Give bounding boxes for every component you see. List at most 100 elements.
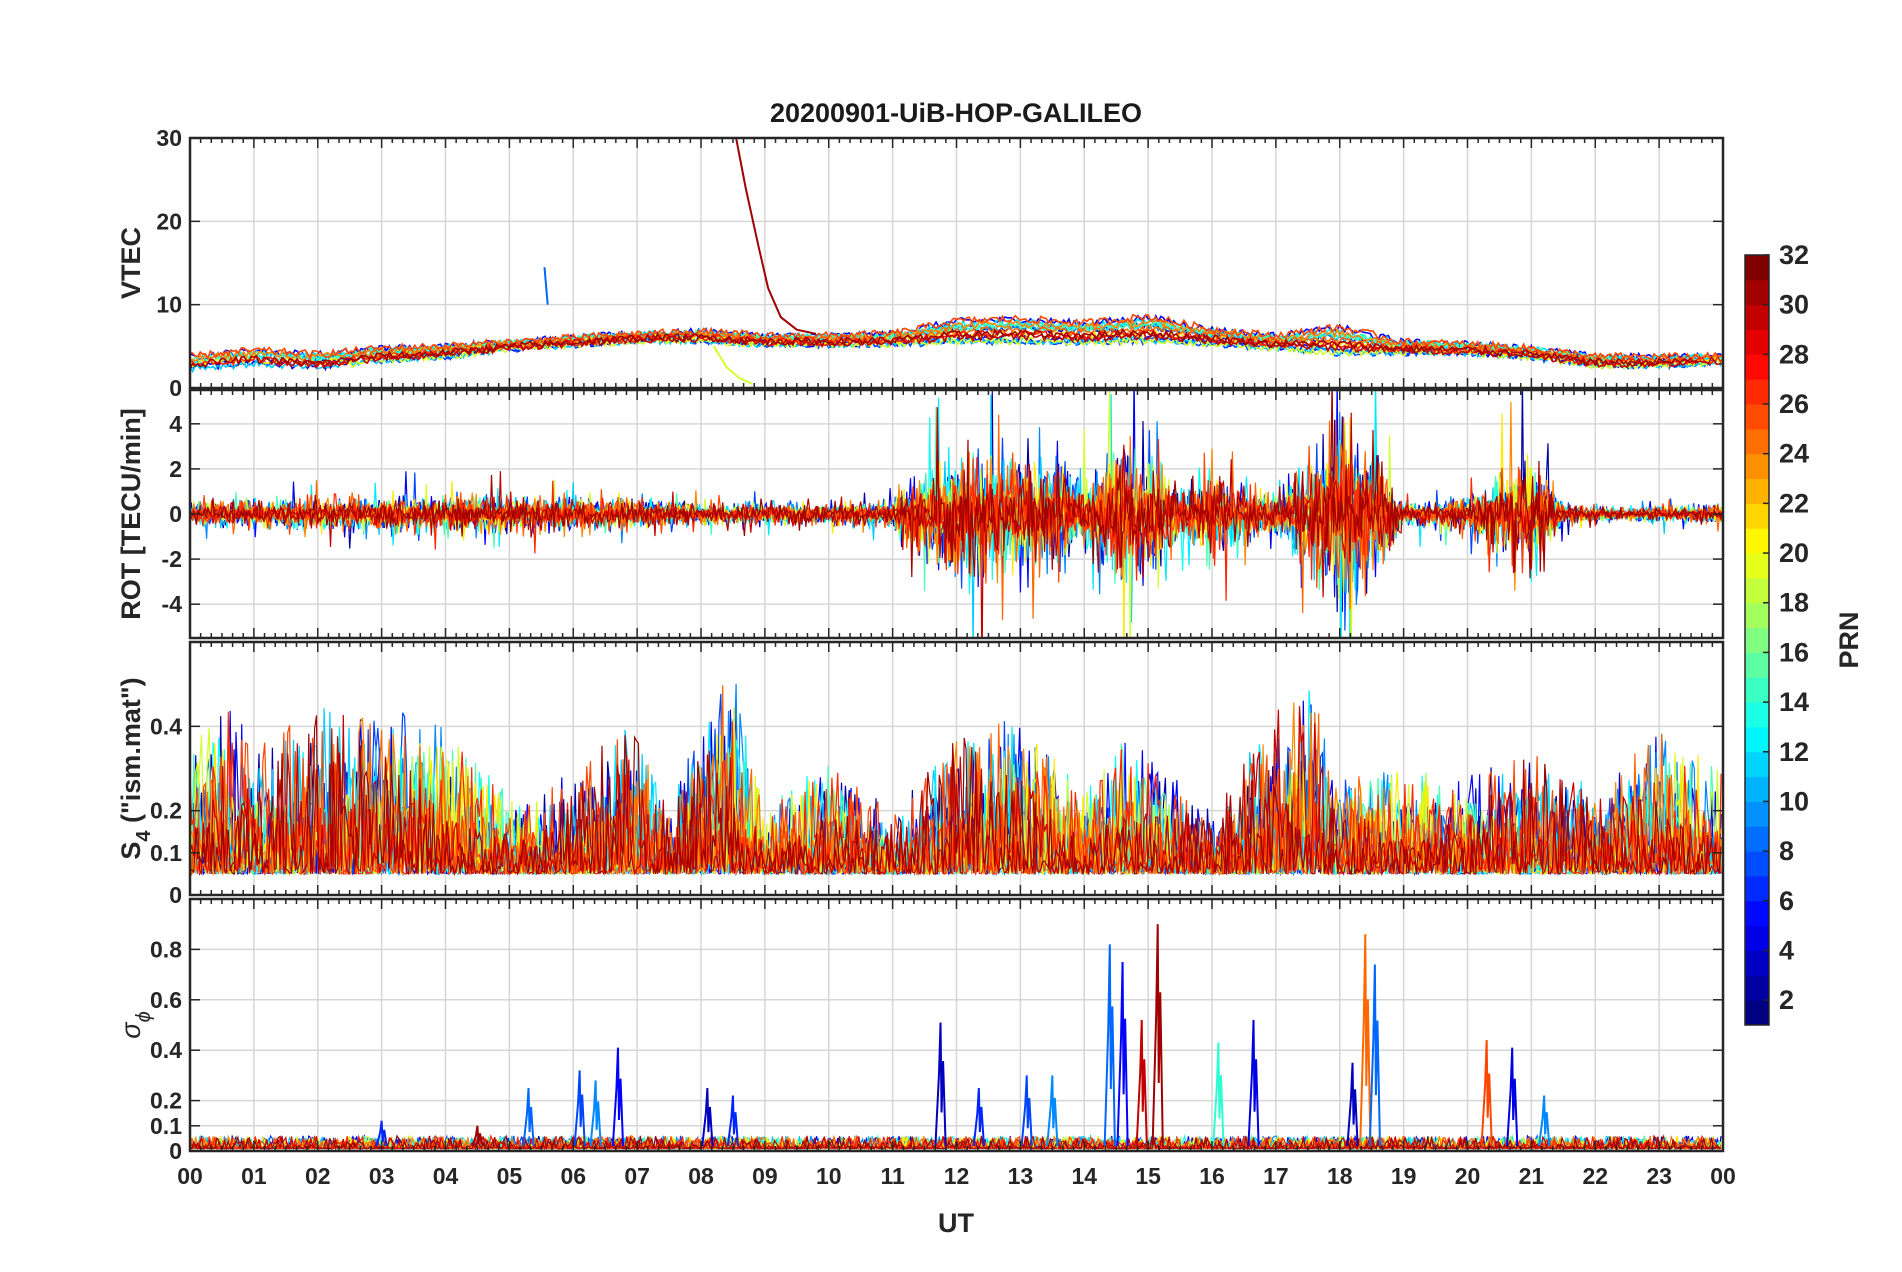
spike-prn-3 (1346, 1062, 1359, 1147)
colorbar-tick-label: 14 (1779, 687, 1809, 717)
x-tick-label: 22 (1582, 1163, 1608, 1189)
spike-prn-5 (1116, 961, 1129, 1146)
colorbar-segment (1745, 677, 1769, 703)
y-axis-label-sigma_phi: σϕ (116, 1011, 155, 1038)
series-line-prn-31 (190, 328, 1698, 369)
colorbar-segment (1745, 851, 1769, 877)
colorbar-segment (1745, 875, 1769, 902)
panel-data-vtec (190, 138, 1723, 385)
colorbar-segment (1745, 826, 1769, 852)
spike-prn-6 (375, 1120, 388, 1147)
series-line-prn-25 (190, 414, 1723, 621)
highlight-line-prn-31 (735, 138, 817, 335)
y-tick-label: 0.1 (150, 840, 182, 866)
colorbar-tick-label: 6 (1779, 886, 1794, 916)
colorbar-segment (1745, 404, 1769, 430)
y-tick-label: 2 (169, 456, 182, 482)
x-tick-label: 09 (752, 1163, 778, 1189)
x-tick-label: 12 (944, 1163, 970, 1189)
panel-rot: -4 -2 0 2 4 ROT [TECU/min] (116, 388, 1725, 640)
spike-prn-8 (1368, 964, 1381, 1146)
colorbar-segment (1745, 428, 1769, 455)
panel-sigma_phi: 00.10.2 0.4 0.6 0.8 σϕ (116, 897, 1725, 1164)
y-tick-label: -2 (162, 546, 182, 572)
spike-prn-30 (1135, 1019, 1148, 1147)
spike-prn-9 (589, 1080, 602, 1147)
y-tick-label: 0.4 (150, 1037, 182, 1063)
colorbar-tick-label: 22 (1779, 488, 1809, 518)
spike-prn-7 (573, 1070, 586, 1147)
colorbar-tick-label: 16 (1779, 637, 1809, 667)
panel-data-rot (190, 390, 1723, 638)
colorbar-tick-label: 28 (1779, 339, 1809, 369)
colorbar-segment (1745, 577, 1769, 604)
spike-prn-5 (611, 1047, 625, 1147)
colorbar-segment (1745, 751, 1769, 778)
spike-prn-31 (1151, 924, 1164, 1146)
colorbar-segment (1745, 652, 1769, 678)
y-tick-label: 4 (169, 411, 182, 437)
x-tick-label: 11 (880, 1163, 905, 1189)
y-tick-label: -4 (162, 591, 183, 617)
spike-prn-8 (522, 1087, 535, 1147)
x-tick-label: 06 (560, 1163, 586, 1189)
colorbar-tick-label: 32 (1779, 240, 1809, 270)
x-tick-label: 04 (433, 1163, 459, 1189)
colorbar-segment (1745, 503, 1769, 529)
colorbar-tick-label: 4 (1779, 935, 1794, 965)
y-tick-label: 0 (169, 1138, 182, 1164)
y-axis-label-s4: S4 ("ism.mat") (116, 677, 155, 859)
y-tick-label: 0 (169, 501, 182, 527)
colorbar-tick-label: 18 (1779, 588, 1809, 618)
x-tick-label: 03 (369, 1163, 395, 1189)
spike-prn-7 (1020, 1075, 1033, 1147)
x-tick-label: 17 (1263, 1163, 1289, 1189)
chart-title: 20200901-UiB-HOP-GALILEO (770, 98, 1142, 128)
colorbar-tick-label: 20 (1779, 538, 1809, 568)
y-axis-label-rot: ROT [TECU/min] (116, 408, 146, 619)
y-tick-label: 0.8 (150, 936, 182, 962)
x-tick-label: 15 (1135, 1163, 1161, 1189)
y-tick-label: 0.2 (150, 1088, 182, 1114)
spike-prn-26 (1480, 1040, 1493, 1147)
highlight-line-prn-19 (712, 345, 753, 385)
x-tick-label: 00 (1710, 1163, 1736, 1189)
x-tick-label: 08 (688, 1163, 714, 1189)
spike-prn-8 (1103, 944, 1116, 1146)
colorbar-segment (1745, 702, 1769, 728)
spike-prn-25 (1359, 934, 1372, 1146)
colorbar-segment (1745, 726, 1769, 753)
highlight-line-prn-8 (543, 267, 549, 305)
colorbar-tick-label: 2 (1779, 985, 1794, 1015)
colorbar-segment (1745, 900, 1769, 927)
spike-prn-14 (1212, 1042, 1225, 1147)
y-tick-label: 10 (156, 292, 182, 318)
y-tick-label: 30 (156, 125, 182, 151)
colorbar-label: PRN (1834, 611, 1864, 668)
spike-prn-6 (972, 1087, 985, 1147)
series-line-prn-31 (190, 715, 1722, 877)
x-tick-label: 20 (1455, 1163, 1481, 1189)
spike-prn-3 (934, 1022, 947, 1147)
y-tick-label: 0.2 (150, 798, 182, 824)
colorbar-segment (1745, 379, 1769, 405)
y-tick-label: 0.4 (150, 713, 182, 739)
y-axis-label-vtec: VTEC (116, 227, 146, 299)
colorbar-segment (1745, 553, 1769, 579)
colorbar-tick-label: 8 (1779, 836, 1794, 866)
spike-prn-31 (471, 1125, 484, 1147)
spike-prn-3 (701, 1087, 714, 1147)
colorbar-segment (1745, 354, 1769, 380)
colorbar-tick-label: 24 (1779, 439, 1809, 469)
colorbar-segment (1745, 478, 1769, 504)
x-tick-label: 18 (1327, 1163, 1353, 1189)
series-line-prn-24 (190, 401, 1723, 591)
x-tick-label: 01 (241, 1163, 267, 1189)
y-tick-label: 0 (169, 882, 182, 908)
colorbar-segment (1745, 975, 1769, 1001)
spike-prn-9 (1046, 1075, 1059, 1147)
x-tick-label: 21 (1519, 1163, 1545, 1189)
colorbar-segment (1745, 255, 1769, 281)
